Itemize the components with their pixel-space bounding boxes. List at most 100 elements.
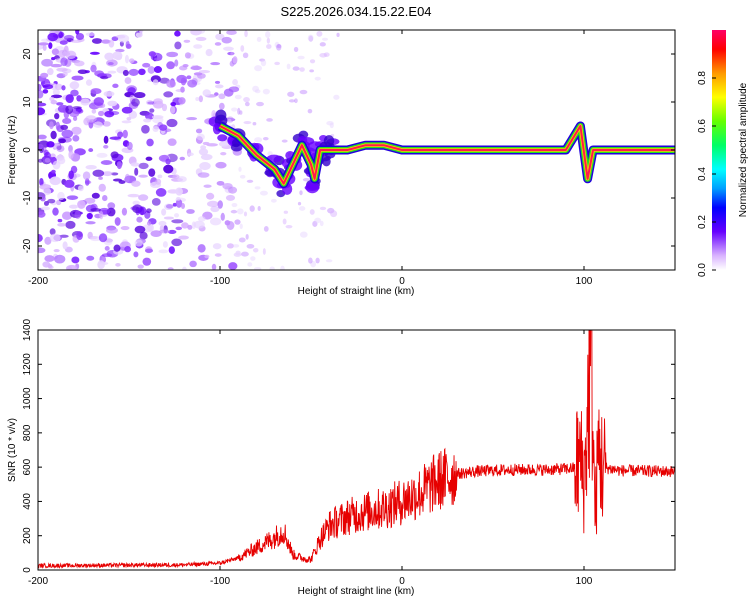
- spectrogram-noise-blob: [269, 266, 275, 270]
- spectrogram-noise-blob: [52, 88, 60, 96]
- spectrogram-noise-blob: [75, 30, 80, 35]
- spectrogram-noise-blob: [294, 98, 298, 104]
- spectrogram-noise-blob: [243, 97, 250, 103]
- spectrogram-noise-blob: [58, 31, 64, 39]
- spectrogram-noise-blob: [153, 57, 162, 61]
- spectrogram-noise-blob: [178, 65, 188, 71]
- spectrogram-noise-blob: [112, 51, 123, 60]
- spectrogram-noise-blob: [49, 233, 61, 243]
- spectrogram-noise-blob: [184, 52, 192, 59]
- spectrogram-noise-blob: [175, 226, 183, 231]
- spectrogram-noise-blob: [153, 98, 163, 105]
- spectrogram-noise-blob: [195, 96, 200, 102]
- spectrogram-noise-blob: [314, 217, 322, 224]
- spectrogram-noise-blob: [233, 252, 242, 257]
- spectrogram-noise-blob: [38, 90, 44, 99]
- spectrogram-noise-blob: [282, 218, 287, 225]
- spectrogram-noise-blob: [242, 52, 249, 59]
- spectrogram-noise-blob: [196, 73, 206, 79]
- spectrogram-noise-blob: [319, 206, 327, 211]
- spectrogram-noise-blob: [183, 39, 191, 43]
- spectrogram-x-tick-label: 0: [399, 276, 405, 287]
- spectrogram-noise-blob: [221, 36, 232, 44]
- spectrogram-noise-blob: [281, 139, 288, 143]
- spectrogram-noise-blob: [231, 202, 238, 208]
- spectrogram-noise-blob: [74, 60, 85, 67]
- spectrogram-noise-blob: [38, 143, 44, 150]
- spectrogram-noise-blob: [38, 107, 46, 116]
- spectrogram-noise-blob: [257, 206, 261, 211]
- spectrogram-noise-blob: [220, 212, 225, 221]
- spectrogram-noise-blob: [228, 86, 240, 93]
- spectrogram-noise-blob: [286, 63, 291, 70]
- spectrogram-noise-blob: [84, 197, 96, 204]
- spectrogram-noise-blob: [89, 51, 100, 55]
- spectrogram-y-tick-label: -10: [22, 190, 33, 205]
- ridge-halo-blob: [322, 156, 331, 167]
- snr-x-tick-label: 0: [399, 576, 405, 587]
- spectrogram-noise-blob: [91, 38, 103, 44]
- spectrogram-noise-blob: [181, 222, 189, 229]
- spectrogram-noise-blob: [285, 224, 293, 229]
- spectrogram-noise-blob: [39, 184, 52, 190]
- spectrogram-noise-blob: [172, 174, 180, 179]
- snr-x-tick-label: -100: [210, 576, 230, 587]
- spectrogram-noise-blob: [230, 51, 234, 56]
- spectrogram-noise-blob: [98, 176, 103, 180]
- spectrogram-noise-blob: [85, 164, 97, 170]
- spectrogram-noise-blob: [214, 42, 222, 46]
- spectrogram-noise-blob: [214, 84, 224, 89]
- snr-y-tick-label: 200: [22, 527, 33, 544]
- spectrogram-noise-blob: [68, 150, 74, 160]
- spectrogram-noise-blob: [65, 94, 74, 104]
- snr-y-tick-label: 400: [22, 493, 33, 510]
- spectrogram-noise-blob: [191, 221, 196, 230]
- spectrogram-noise-blob: [244, 30, 248, 38]
- spectrogram-noise-blob: [263, 226, 269, 232]
- spectrogram-ridge: [208, 109, 675, 198]
- spectrogram-noise-blob: [205, 48, 213, 57]
- spectrogram-noise-blob: [250, 256, 256, 261]
- spectrogram-noise-blob: [47, 264, 53, 269]
- spectrogram-noise-blob: [223, 46, 234, 51]
- spectrogram-noise-blob: [336, 32, 340, 38]
- spectrogram-noise-blob: [148, 51, 157, 57]
- snr-y-tick-label: 600: [22, 458, 33, 475]
- spectrogram-noise-blob: [92, 169, 105, 177]
- spectrogram-noise-blob: [193, 220, 205, 229]
- spectrogram-noise-blob: [51, 48, 60, 56]
- spectrogram-noise-blob: [126, 116, 132, 121]
- spectrogram-noise-blob: [299, 67, 305, 72]
- spectrogram-noise-blob: [149, 108, 155, 113]
- spectrogram-noise-blob: [197, 216, 206, 222]
- spectrogram-noise-blob: [68, 170, 74, 180]
- spectrogram-noise-blob: [51, 169, 56, 174]
- spectrogram-noise-blob: [84, 178, 90, 186]
- spectrogram-noise-blob: [176, 196, 181, 201]
- spectrogram-noise-blob: [252, 122, 257, 126]
- spectrogram-x-tick-label: -200: [28, 276, 48, 287]
- spectrogram-noise-blob: [75, 32, 85, 41]
- spectrogram-noise-blob: [44, 157, 51, 163]
- spectrogram-noise-blob: [124, 54, 129, 64]
- spectrogram-noise-blob: [166, 80, 176, 88]
- snr-line-group: [38, 330, 675, 569]
- spectrogram-noise-blob: [63, 34, 75, 41]
- snr-x-tick-label: 100: [576, 576, 593, 587]
- colorbar-tick-label: 0.0: [697, 263, 708, 277]
- spectrogram-noise-blob: [224, 220, 231, 226]
- spectrogram-noise-blob: [167, 138, 177, 146]
- spectrogram-noise-blob: [47, 68, 54, 76]
- spectrogram-noise-blob: [244, 101, 250, 107]
- spectrogram-noise-blob: [108, 39, 115, 48]
- spectrogram-noise-blob: [50, 63, 63, 68]
- spectrogram-noise-blob: [98, 110, 105, 117]
- spectrogram-noise-blob: [158, 124, 168, 131]
- spectrogram-noise-blob: [61, 51, 71, 56]
- spectrogram-noise-blob: [138, 174, 149, 178]
- spectrogram-noise-blob: [246, 243, 255, 249]
- spectrogram-noise-blob: [68, 204, 79, 209]
- spectrogram-noise-blob: [99, 211, 104, 220]
- spectrogram-noise-blob: [54, 254, 66, 264]
- spectrogram-noise-blob: [215, 161, 227, 169]
